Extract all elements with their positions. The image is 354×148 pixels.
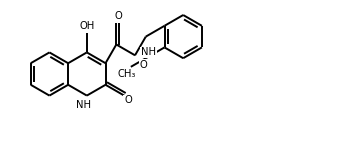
Text: CH₃: CH₃: [118, 69, 136, 79]
Text: O: O: [124, 95, 132, 106]
Text: OH: OH: [79, 21, 95, 31]
Text: NH: NH: [141, 47, 156, 57]
Text: NH: NH: [76, 100, 91, 110]
Text: O: O: [114, 11, 122, 21]
Text: O: O: [140, 60, 148, 70]
